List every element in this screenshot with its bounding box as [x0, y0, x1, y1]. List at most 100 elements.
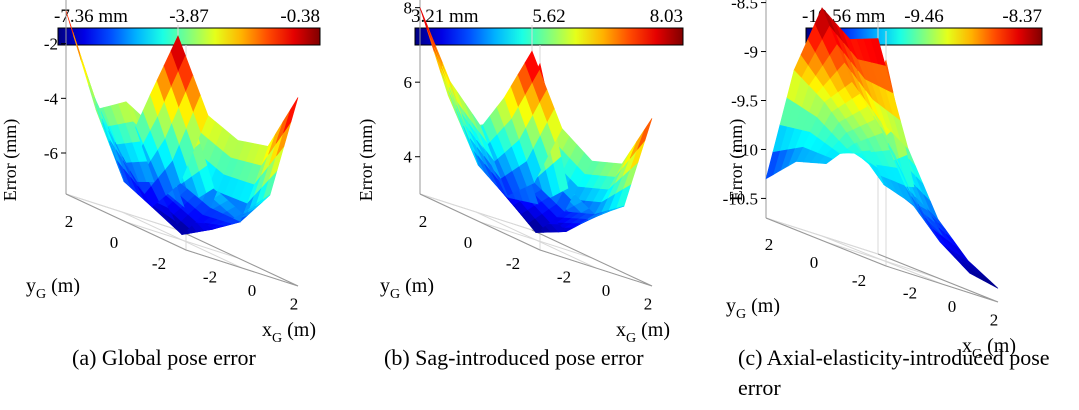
panel-axial-elasticity-pose-error: -10.56 mm -9.46 -8.37 -8.5 -9 -9.5 -10 -10.5 Err… — [720, 0, 1079, 410]
z-tick-label: 8 — [404, 0, 413, 18]
x-axis-label: xG (m) — [616, 319, 670, 346]
surface-patch — [577, 152, 593, 175]
surface-patch — [953, 244, 969, 261]
z-tick-label: -10.5 — [723, 189, 758, 208]
z-tick-label: -9.5 — [731, 92, 758, 111]
surface-patch — [519, 161, 535, 187]
x-tick-label: -2 — [557, 268, 571, 287]
x-axis-label: xG (m) — [262, 319, 316, 346]
colorbar-label: -8.37 — [1002, 6, 1042, 27]
x-tick-label: 2 — [990, 311, 999, 330]
z-tick-label: 6 — [404, 73, 413, 92]
z-axis-label: Error (mm) — [356, 119, 377, 201]
colorbar-label: -3.87 — [169, 6, 209, 27]
z-tick-label: -2 — [44, 35, 58, 54]
surface — [65, 10, 299, 235]
panel-sag-pose-error: 3.21 mm 5.62 8.03 8 6 4 Error (mm) 2 0 -2 -2 0 2 yG (… — [356, 0, 710, 410]
surface-patch — [896, 182, 913, 205]
surface-patch — [283, 97, 299, 133]
colorbar-label: 8.03 — [650, 6, 683, 27]
axis-frame — [419, 0, 653, 287]
surface-patch — [226, 206, 243, 218]
surface-patch — [193, 94, 209, 134]
y-tick-label: -2 — [852, 271, 866, 290]
surface-patch — [491, 172, 507, 197]
surface — [765, 7, 999, 289]
surface-patch — [867, 119, 883, 136]
caption-c: (c) Axial-elasticity-introduced pose err… — [738, 345, 1050, 400]
x-tick-label: -2 — [903, 284, 917, 303]
y-axis-label: yG (m) — [726, 295, 780, 322]
surface-patch — [955, 255, 971, 274]
x-tick-label: 2 — [290, 295, 299, 314]
panel-global-pose-error: -7.36 mm -3.87 -0.38 -2 -4 -6 Error (mm) 2 0 -2 -2… — [0, 0, 350, 410]
y-axis-label: yG (m) — [380, 275, 434, 302]
colorbar-label: -9.46 — [904, 6, 944, 27]
surface-patch — [607, 162, 623, 177]
surface-patch — [809, 93, 825, 118]
surface-plot-c: -10.56 mm -9.46 -8.37-8.5-9-9.5-10-10.5Err… — [723, 0, 1043, 362]
y-tick-label: -2 — [152, 254, 166, 273]
surface-patch — [224, 218, 241, 225]
y-tick-label: 2 — [765, 235, 774, 254]
surface-patch — [899, 154, 915, 188]
y-axis-label: yG (m) — [26, 275, 80, 302]
colorbar-label: -7.36 mm — [54, 6, 128, 27]
caption-a: (a) Global pose error — [72, 345, 256, 370]
surface-patch — [925, 218, 941, 242]
z-tick-label: -4 — [44, 89, 59, 108]
surface-patch — [892, 114, 909, 150]
y-tick-label: -2 — [506, 254, 520, 273]
surface-patch — [521, 214, 537, 233]
y-tick-label: 2 — [419, 212, 428, 231]
surface-plot-a: -7.36 mm -3.87 -0.38 -2 -4 -6 Error (mm) 2 0 -2 -2… — [0, 0, 321, 346]
surface-patch — [547, 108, 563, 143]
z-tick-label: -6 — [44, 144, 58, 163]
z-tick-label: 4 — [404, 148, 413, 167]
surface-patch — [927, 216, 943, 236]
colorbar-label: 5.62 — [532, 6, 565, 27]
surface-plot-b: 3.21 mm 5.62 8.03 8 6 4 Error (mm) 2 0 -2 -2 0 2 yG (… — [356, 0, 684, 346]
x-tick-label: 0 — [602, 281, 611, 300]
surface-patch — [983, 277, 999, 289]
colorbar — [414, 27, 684, 46]
surface-patch — [463, 126, 479, 165]
z-axis-label: Error (mm) — [0, 119, 21, 201]
surface-patch — [196, 222, 213, 232]
surface-patch — [253, 144, 269, 166]
axis-frame — [65, 0, 299, 287]
colorbar — [57, 27, 321, 46]
surface-patch — [637, 118, 653, 150]
colorbar-label: -0.38 — [280, 6, 320, 27]
x-tick-label: 0 — [248, 281, 257, 300]
surface-patch — [549, 204, 565, 218]
surface-patch — [109, 141, 125, 182]
surface-patch — [255, 194, 271, 206]
x-tick-label: -2 — [203, 268, 217, 287]
y-tick-label: 0 — [464, 233, 473, 252]
x-tick-label: 2 — [644, 295, 653, 314]
surface-patch — [165, 160, 181, 190]
surface-patch — [550, 224, 567, 233]
surface-patch — [199, 165, 215, 194]
colorbar-label: 3.21 mm — [411, 6, 479, 27]
surface-patch — [865, 90, 881, 121]
surface-patch — [609, 205, 625, 212]
surface-patch — [869, 162, 885, 185]
y-tick-label: 2 — [65, 212, 74, 231]
surface-patch — [837, 62, 853, 88]
surface-patch — [195, 201, 211, 216]
z-tick-label: -10 — [735, 140, 758, 159]
surface-patch — [895, 159, 911, 191]
x-axis-label: xG (m) — [962, 335, 1016, 362]
y-tick-label: 0 — [110, 233, 119, 252]
surface — [419, 7, 653, 233]
surface-patch — [553, 156, 569, 193]
z-tick-label: -9 — [744, 43, 758, 62]
surface-patch — [137, 185, 153, 208]
surface-patch — [839, 132, 855, 149]
caption-b: (b) Sag-introduced pose error — [384, 345, 644, 370]
surface-patch — [167, 215, 183, 235]
surface-patch — [923, 194, 939, 220]
surface-patch — [139, 161, 155, 183]
